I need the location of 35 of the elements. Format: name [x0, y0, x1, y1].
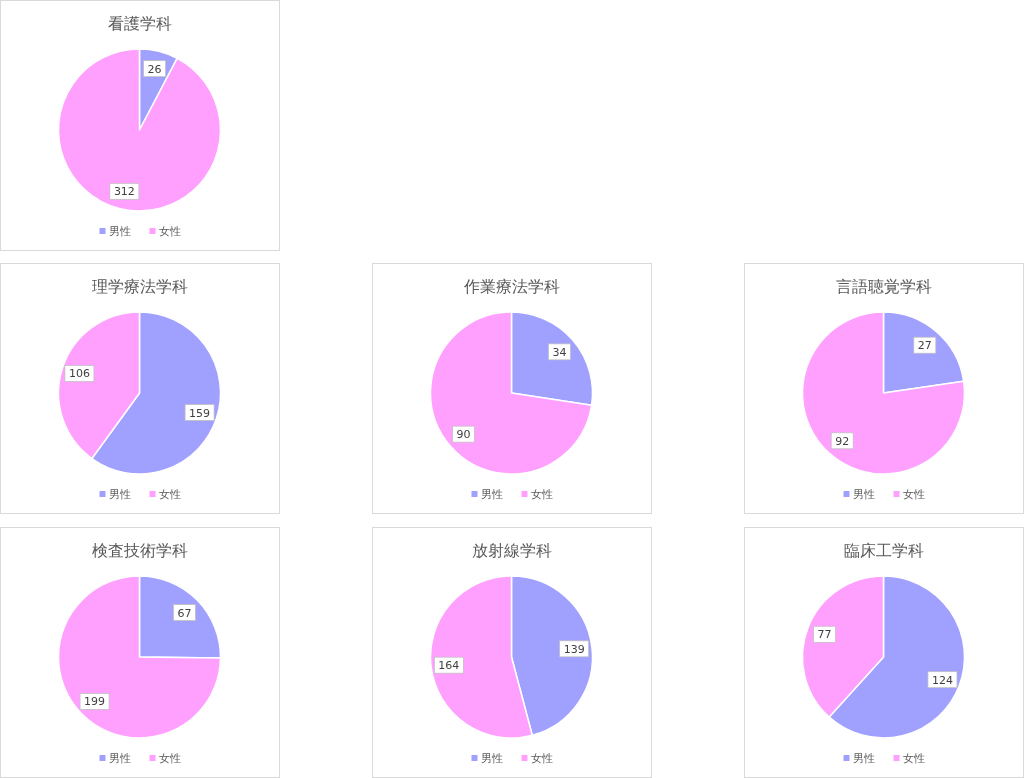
- legend-label: 女性: [158, 488, 181, 501]
- legend-label: 男性: [108, 752, 131, 765]
- chart-title: 言語聴覚学科: [835, 277, 932, 296]
- data-label: 199: [84, 695, 106, 709]
- data-label: 77: [817, 628, 832, 642]
- legend-label: 男性: [852, 752, 875, 765]
- data-label: 27: [917, 339, 932, 353]
- data-label: 106: [68, 367, 90, 381]
- legend-label: 女性: [530, 752, 553, 765]
- data-label: 34: [552, 345, 567, 359]
- chart-title: 放射線学科: [471, 541, 552, 560]
- legend-label: 男性: [852, 488, 875, 501]
- chart-title: 検査技術学科: [91, 541, 188, 560]
- legend-label: 男性: [480, 488, 503, 501]
- data-label: 312: [113, 185, 135, 199]
- data-label: 164: [438, 659, 460, 673]
- legend-label: 男性: [108, 488, 131, 501]
- data-label: 90: [456, 428, 471, 442]
- data-label: 26: [147, 62, 162, 76]
- data-label: 67: [177, 606, 192, 620]
- data-label: 92: [835, 434, 850, 448]
- legend-label: 女性: [158, 752, 181, 765]
- chart-title: 作業療法学科: [462, 277, 560, 296]
- legend-label: 女性: [158, 225, 181, 238]
- legend-label: 女性: [902, 752, 925, 765]
- legend-label: 男性: [108, 225, 131, 238]
- chart-title: 看護学科: [107, 14, 172, 33]
- chart-title: 理学療法学科: [91, 277, 188, 296]
- legend-label: 男性: [480, 752, 503, 765]
- legend-label: 女性: [902, 488, 925, 501]
- data-label: 159: [189, 406, 211, 420]
- data-label: 124: [931, 673, 953, 687]
- data-label: 139: [563, 642, 585, 656]
- chart-title: 臨床工学科: [843, 541, 924, 560]
- legend-label: 女性: [530, 488, 553, 501]
